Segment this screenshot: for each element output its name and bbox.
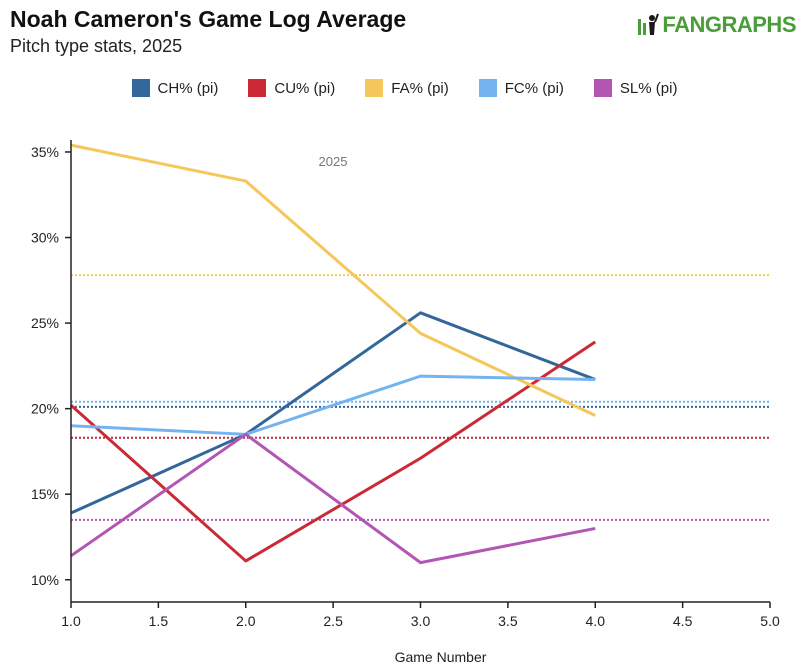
chart-subtitle: Pitch type stats, 2025 — [10, 36, 183, 56]
logo-text: FANGRAPHS — [662, 12, 796, 37]
x-axis-title: Game Number — [395, 649, 487, 665]
x-tick-label: 5.0 — [760, 613, 780, 629]
x-tick-label: 3.0 — [411, 613, 431, 629]
legend-item[interactable]: FC% (pi) — [478, 79, 564, 97]
legend-item[interactable]: CU% (pi) — [248, 79, 335, 97]
x-tick-label: 1.0 — [61, 613, 81, 629]
legend-item[interactable]: CH% (pi) — [131, 79, 219, 97]
legend-swatch — [365, 79, 384, 97]
y-tick-label: 25% — [31, 315, 59, 331]
y-tick-label: 35% — [31, 144, 59, 160]
season-annotation: 2025 — [319, 154, 348, 169]
series-line[interactable] — [70, 340, 597, 563]
axes — [70, 140, 770, 603]
x-tick-label: 3.5 — [498, 613, 518, 629]
x-axis-ticks: 1.0 1.5 2.0 2.5 3.0 3.5 4.0 4.5 5.0 — [61, 602, 780, 629]
batter-silhouette-icon — [638, 13, 660, 35]
x-tick-label: 4.0 — [586, 613, 606, 629]
y-tick-label: 30% — [31, 230, 59, 246]
chart-legend: CH% (pi) CU% (pi) FA% (pi) FC% (pi) SL% (pi) — [0, 79, 809, 97]
legend-label: SL% (pi) — [619, 79, 678, 97]
legend-label: FA% (pi) — [391, 79, 449, 97]
y-tick-label: 10% — [31, 572, 59, 588]
legend-swatch — [593, 79, 612, 97]
x-tick-label: 2.5 — [323, 613, 343, 629]
series-line[interactable] — [70, 374, 596, 436]
legend-swatch — [131, 79, 150, 97]
y-tick-label: 15% — [31, 486, 59, 502]
x-tick-label: 1.5 — [149, 613, 169, 629]
legend-label: CH% (pi) — [157, 79, 219, 97]
legend-swatch — [478, 79, 497, 97]
x-tick-label: 2.0 — [236, 613, 256, 629]
chart-title: Noah Cameron's Game Log Average — [10, 6, 407, 32]
series-lines — [70, 143, 597, 565]
series-line[interactable] — [70, 311, 596, 515]
legend-swatch — [248, 79, 267, 97]
legend-item[interactable]: FA% (pi) — [365, 79, 449, 97]
legend-item[interactable]: SL% (pi) — [593, 79, 678, 97]
y-axis-ticks: 10% 15% 20% 25% 30% 35% — [31, 144, 71, 588]
series-line[interactable] — [70, 432, 596, 565]
series-line[interactable] — [70, 143, 596, 417]
x-tick-label: 4.5 — [673, 613, 693, 629]
y-tick-label: 20% — [31, 401, 59, 417]
fangraphs-logo[interactable]: FANGRAPHS — [637, 12, 796, 38]
legend-label: CU% (pi) — [274, 79, 336, 97]
legend-label: FC% (pi) — [504, 79, 564, 97]
average-lines — [71, 274, 770, 521]
